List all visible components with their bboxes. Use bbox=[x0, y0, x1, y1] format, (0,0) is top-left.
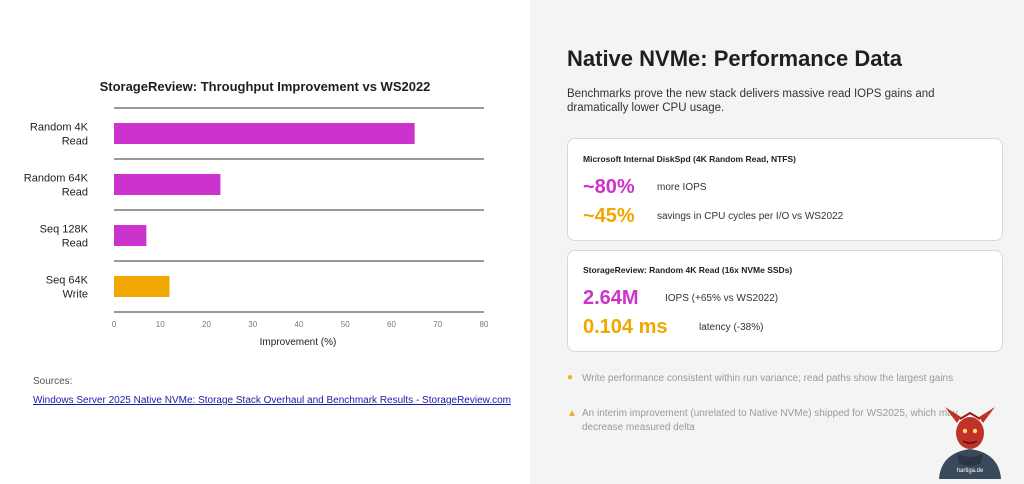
chart-category-label: Random 4K bbox=[30, 122, 89, 134]
storagereview-card: StorageReview: Random 4K Read (16x NVMe … bbox=[567, 250, 1003, 352]
chart-category-label: Read bbox=[62, 238, 88, 250]
page-subtitle: Benchmarks prove the new stack delivers … bbox=[567, 88, 935, 114]
card-title: Microsoft Internal DiskSpd (4K Random Re… bbox=[583, 154, 796, 164]
chart-tick-label: 70 bbox=[433, 320, 442, 329]
chart-category-label: Read bbox=[62, 187, 88, 199]
stat-desc-iops: IOPS (+65% vs WS2022) bbox=[665, 293, 779, 304]
card-title: StorageReview: Random 4K Read (16x NVMe … bbox=[583, 265, 793, 275]
chart-category-label: Random 64K bbox=[24, 173, 89, 185]
stat-value-cpu: ~45% bbox=[583, 205, 635, 227]
chart-tick-label: 40 bbox=[295, 320, 304, 329]
bullet-circle-icon: ● bbox=[567, 372, 574, 383]
stat-desc-iops: more IOPS bbox=[657, 182, 707, 193]
chart-bar bbox=[114, 174, 221, 195]
note-text: Write performance consistent within run … bbox=[582, 373, 954, 384]
chart-tick-label: 30 bbox=[248, 320, 257, 329]
stat-desc-latency: latency (-38%) bbox=[699, 322, 764, 333]
mascot-image: hartiga.de bbox=[939, 407, 1001, 479]
mascot-label: hartiga.de bbox=[957, 468, 984, 474]
chart-category-label: Seq 128K bbox=[40, 224, 89, 236]
throughput-chart: StorageReview: Throughput Improvement vs… bbox=[24, 79, 489, 348]
performance-panel: Native NVMe: Performance Data Benchmarks… bbox=[530, 0, 1024, 484]
chart-bar bbox=[114, 225, 147, 246]
chart-tick-label: 10 bbox=[156, 320, 165, 329]
chart-tick-label: 20 bbox=[202, 320, 211, 329]
warning-triangle-icon: ▲ bbox=[567, 408, 577, 419]
chart-category-label: Read bbox=[62, 136, 88, 148]
chart-tick-label: 80 bbox=[480, 320, 489, 329]
stat-desc-cpu: savings in CPU cycles per I/O vs WS2022 bbox=[657, 211, 844, 222]
chart-x-axis-label: Improvement (%) bbox=[260, 337, 337, 348]
chart-panel: StorageReview: Throughput Improvement vs… bbox=[23, 79, 511, 406]
diskspd-card: Microsoft Internal DiskSpd (4K Random Re… bbox=[567, 138, 1003, 241]
note-text: An interim improvement (unrelated to Nat… bbox=[582, 408, 958, 433]
chart-tick-label: 60 bbox=[387, 320, 396, 329]
stat-value-iops: ~80% bbox=[583, 176, 635, 198]
chart-tick-label: 0 bbox=[112, 320, 117, 329]
stat-value-latency: 0.104 ms bbox=[583, 316, 668, 338]
page-title: Native NVMe: Performance Data bbox=[567, 46, 903, 71]
stat-value-iops: 2.64M bbox=[583, 287, 639, 309]
chart-category-label: Write bbox=[63, 289, 88, 301]
sources-label: Sources: bbox=[33, 376, 73, 387]
chart-category-label: Seq 64K bbox=[46, 275, 89, 287]
chart-bar bbox=[114, 276, 170, 297]
chart-tick-label: 50 bbox=[341, 320, 350, 329]
chart-title: StorageReview: Throughput Improvement vs… bbox=[100, 79, 431, 94]
chart-bar bbox=[114, 123, 415, 144]
source-link[interactable]: Windows Server 2025 Native NVMe: Storage… bbox=[33, 395, 511, 406]
